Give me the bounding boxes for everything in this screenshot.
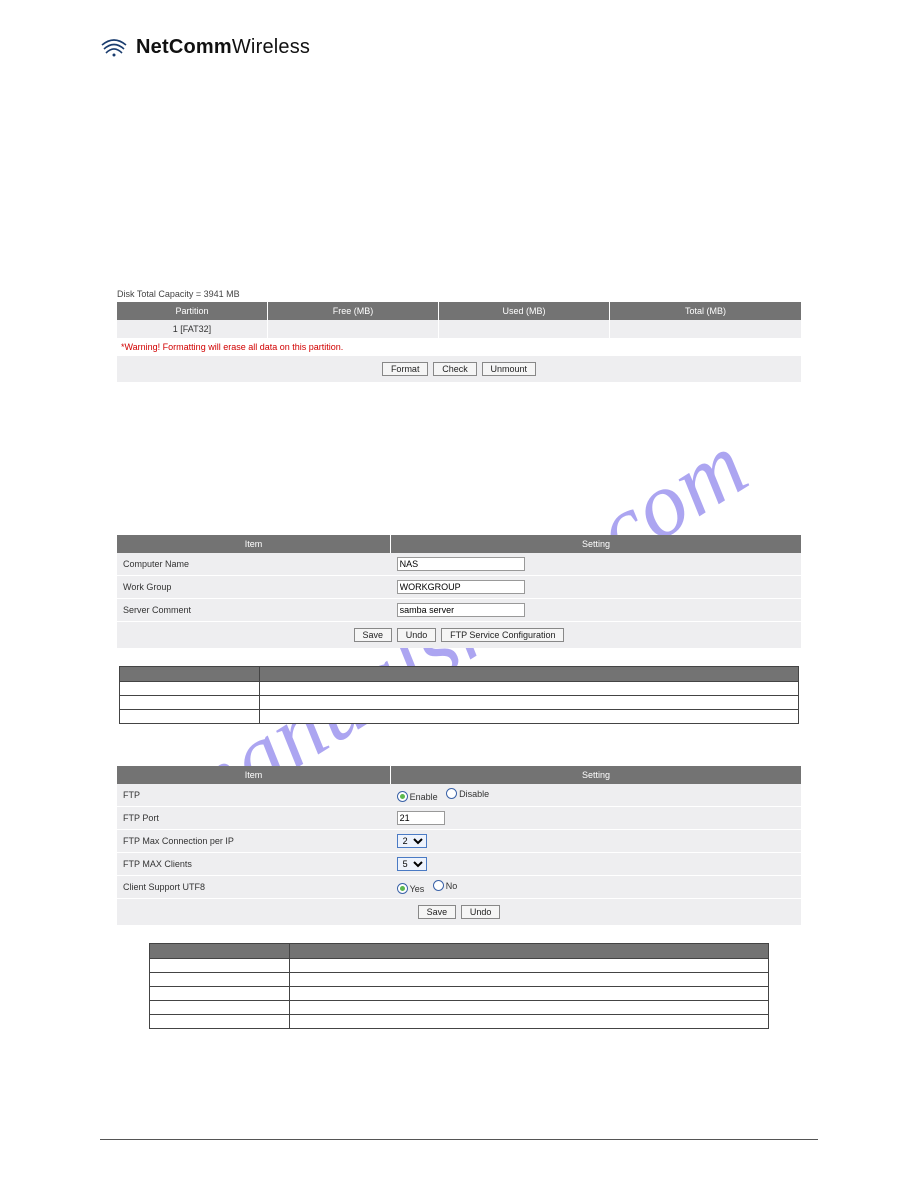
col-total: Total (MB) xyxy=(609,302,801,320)
computer-name-input[interactable] xyxy=(397,557,525,571)
partition-table: Partition Free (MB) Used (MB) Total (MB)… xyxy=(117,302,801,382)
ftp-disable-radio[interactable]: Disable xyxy=(446,788,489,799)
samba-table: Item Setting Computer Name Work Group Se… xyxy=(117,535,801,648)
ftp-max-clients-label: FTP MAX Clients xyxy=(117,853,391,876)
cell-free xyxy=(267,320,438,338)
description-table-2 xyxy=(149,943,769,1029)
server-comment-label: Server Comment xyxy=(117,599,391,622)
ftp-port-input[interactable] xyxy=(397,811,445,825)
col-used: Used (MB) xyxy=(438,302,609,320)
col-setting: Setting xyxy=(391,535,801,553)
ftp-max-clients-select[interactable]: 5 xyxy=(397,857,427,871)
server-comment-input[interactable] xyxy=(397,603,525,617)
disk-actions: Format Check Unmount xyxy=(117,356,801,382)
ftp-label: FTP xyxy=(117,784,391,807)
cell-partition: 1 [FAT32] xyxy=(117,320,267,338)
samba-actions: Save Undo FTP Service Configuration xyxy=(117,622,801,649)
check-button[interactable]: Check xyxy=(433,362,477,376)
save-button[interactable]: Save xyxy=(354,628,393,642)
row-ftp-port: FTP Port xyxy=(117,807,801,830)
col-item: Item xyxy=(117,766,391,784)
row-computer-name: Computer Name xyxy=(117,553,801,576)
footer-divider xyxy=(100,1139,818,1140)
save-button[interactable]: Save xyxy=(418,905,457,919)
format-button[interactable]: Format xyxy=(382,362,429,376)
utf8-no-radio[interactable]: No xyxy=(433,880,458,891)
unmount-button[interactable]: Unmount xyxy=(482,362,537,376)
description-table-1 xyxy=(119,666,799,724)
table-row: 1 [FAT32] xyxy=(117,320,801,338)
work-group-input[interactable] xyxy=(397,580,525,594)
row-ftp: FTP Enable Disable xyxy=(117,784,801,807)
cell-total xyxy=(609,320,801,338)
wireless-icon xyxy=(100,37,128,59)
row-server-comment: Server Comment xyxy=(117,599,801,622)
utf8-yes-radio[interactable]: Yes xyxy=(397,883,425,894)
utf8-label: Client Support UTF8 xyxy=(117,876,391,899)
col-partition: Partition xyxy=(117,302,267,320)
col-item: Item xyxy=(117,535,391,553)
disk-capacity-label: Disk Total Capacity = 3941 MB xyxy=(117,289,801,299)
col-setting: Setting xyxy=(391,766,801,784)
undo-button[interactable]: Undo xyxy=(397,628,437,642)
row-ftp-max-clients: FTP MAX Clients 5 xyxy=(117,853,801,876)
ftp-max-conn-label: FTP Max Connection per IP xyxy=(117,830,391,853)
ftp-enable-radio[interactable]: Enable xyxy=(397,791,438,802)
cell-used xyxy=(438,320,609,338)
ftp-max-conn-select[interactable]: 2 xyxy=(397,834,427,848)
undo-button[interactable]: Undo xyxy=(461,905,501,919)
work-group-label: Work Group xyxy=(117,576,391,599)
row-work-group: Work Group xyxy=(117,576,801,599)
warning-text: *Warning! Formatting will erase all data… xyxy=(117,338,801,356)
col-free: Free (MB) xyxy=(267,302,438,320)
ftp-port-label: FTP Port xyxy=(117,807,391,830)
ftp-actions: Save Undo xyxy=(117,899,801,926)
logo-text: NetCommWireless xyxy=(136,36,310,59)
brand-logo: NetCommWireless xyxy=(100,36,818,59)
row-utf8: Client Support UTF8 Yes No xyxy=(117,876,801,899)
page-content: NetCommWireless Disk Total Capacity = 39… xyxy=(0,0,918,1059)
ftp-table: Item Setting FTP Enable Disable FTP Port… xyxy=(117,766,801,925)
computer-name-label: Computer Name xyxy=(117,553,391,576)
row-ftp-max-conn: FTP Max Connection per IP 2 xyxy=(117,830,801,853)
ftp-config-button[interactable]: FTP Service Configuration xyxy=(441,628,564,642)
